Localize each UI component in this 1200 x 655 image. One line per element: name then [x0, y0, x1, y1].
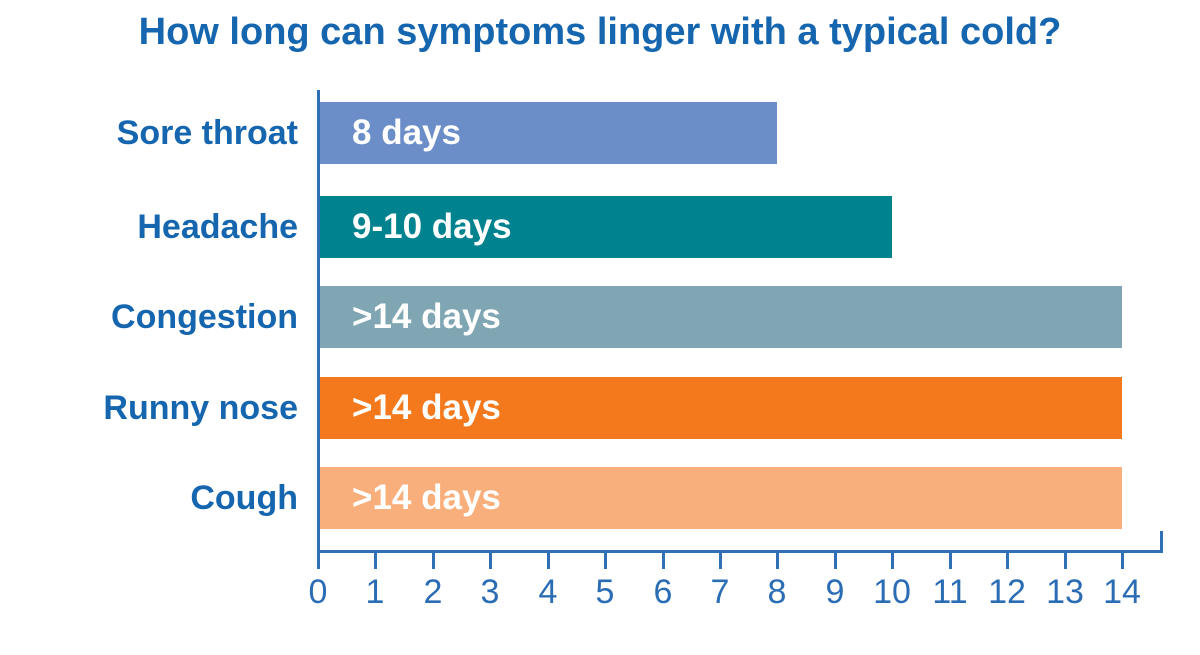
tick-mark — [949, 553, 952, 569]
bar-value-label: 8 days — [352, 113, 461, 152]
tick-label: 7 — [710, 573, 730, 611]
tick-label: 13 — [1046, 573, 1084, 611]
tick-mark — [317, 553, 320, 569]
tick-label: 5 — [595, 573, 615, 611]
tick-mark — [719, 553, 722, 569]
tick-label: 9 — [825, 573, 845, 611]
tick-mark — [662, 553, 665, 569]
tick-mark — [374, 553, 377, 569]
bar-row: Congestion >14 days — [0, 286, 1200, 348]
tick-mark — [776, 553, 779, 569]
tick-mark — [891, 553, 894, 569]
category-label: Sore throat — [116, 114, 298, 152]
bar-row: Headache 9-10 days — [0, 196, 1200, 258]
tick-label: 8 — [767, 573, 787, 611]
tick-mark — [1121, 553, 1124, 569]
tick-label: 10 — [873, 573, 911, 611]
tick-mark — [432, 553, 435, 569]
bar: 9-10 days — [320, 196, 892, 258]
tick-mark — [1006, 553, 1009, 569]
bar: >14 days — [320, 377, 1122, 439]
bar-row: Cough >14 days — [0, 467, 1200, 529]
bar: >14 days — [320, 286, 1122, 348]
tick-label: 1 — [365, 573, 385, 611]
tick-mark — [604, 553, 607, 569]
tick-mark — [834, 553, 837, 569]
tick-mark — [1064, 553, 1067, 569]
category-label: Cough — [190, 479, 298, 517]
chart-title: How long can symptoms linger with a typi… — [138, 11, 1062, 53]
category-label: Headache — [137, 208, 298, 246]
bar-value-label: 9-10 days — [352, 207, 512, 246]
y-axis-line — [317, 90, 320, 553]
tick-label: 11 — [932, 573, 968, 611]
bar-value-label: >14 days — [352, 478, 501, 517]
tick-label: 6 — [653, 573, 673, 611]
tick-mark — [547, 553, 550, 569]
tick-label: 12 — [988, 573, 1026, 611]
tick-label: 4 — [538, 573, 558, 611]
tick-label: 0 — [308, 573, 328, 611]
x-axis-line — [317, 550, 1163, 553]
bar: >14 days — [320, 467, 1122, 529]
bar-row: Runny nose >14 days — [0, 377, 1200, 439]
tick-label: 3 — [480, 573, 500, 611]
tick-label: 2 — [423, 573, 443, 611]
bar-value-label: >14 days — [352, 388, 501, 427]
tick-mark — [489, 553, 492, 569]
x-axis-end-tick — [1160, 531, 1163, 552]
category-label: Runny nose — [103, 389, 298, 427]
category-label: Congestion — [111, 298, 298, 336]
bar-value-label: >14 days — [352, 297, 501, 336]
tick-label: 14 — [1103, 573, 1141, 611]
bar: 8 days — [320, 102, 777, 164]
bar-row: Sore throat 8 days — [0, 102, 1200, 164]
